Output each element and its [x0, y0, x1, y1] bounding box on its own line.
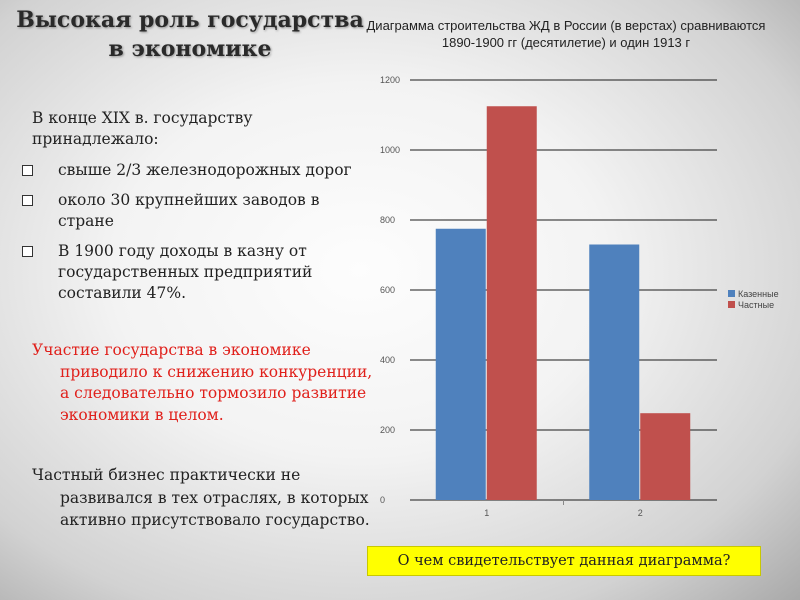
slide-title: Высокая роль государства в экономике — [16, 7, 364, 62]
square-checkbox-icon — [22, 165, 33, 176]
square-checkbox-icon — [22, 195, 33, 206]
bullet-text: около 30 крупнейших заводов в стране — [58, 191, 320, 230]
question-box: О чем свидетельствует данная диаграмма? — [367, 546, 761, 576]
y-tick-label: 1200 — [380, 75, 400, 85]
legend-label: Казенные — [738, 289, 779, 299]
legend-swatch — [728, 301, 735, 308]
bullet-list: свыше 2/3 железнодорожных дорог около 30… — [18, 160, 358, 313]
state-participation-paragraph: Участие государства в экономике приводил… — [32, 341, 373, 424]
bullet-item: около 30 крупнейших заводов в стране — [18, 190, 358, 232]
bar-state-2 — [589, 244, 640, 500]
intro-text: В конце XIX в. государству принадлежало: — [32, 109, 253, 148]
y-tick-label: 600 — [380, 285, 395, 295]
bar-state-1 — [435, 228, 486, 500]
y-tick-label: 800 — [380, 215, 395, 225]
square-checkbox-icon — [22, 246, 33, 257]
bar-private-2 — [640, 413, 691, 500]
y-tick-label: 200 — [380, 425, 395, 435]
bar-private-1 — [486, 106, 537, 500]
bullet-text: свыше 2/3 железнодорожных дорог — [58, 161, 352, 179]
legend-swatch — [728, 290, 735, 297]
bullet-item: В 1900 году доходы в казну от государств… — [18, 241, 358, 304]
x-tick-label: 2 — [638, 508, 643, 518]
private-business-paragraph: Частный бизнес практически не развивался… — [32, 466, 370, 529]
y-tick-label: 1000 — [380, 145, 400, 155]
bullet-item: свыше 2/3 железнодорожных дорог — [18, 160, 358, 181]
y-tick-label: 400 — [380, 355, 395, 365]
y-tick-label: 0 — [380, 495, 385, 505]
legend-label: Частные — [738, 300, 774, 310]
x-tick-label: 1 — [484, 508, 489, 518]
chart-title: Диаграмма строительства ЖД в России (в в… — [366, 18, 766, 50]
bullet-text: В 1900 году доходы в казну от государств… — [58, 242, 313, 302]
